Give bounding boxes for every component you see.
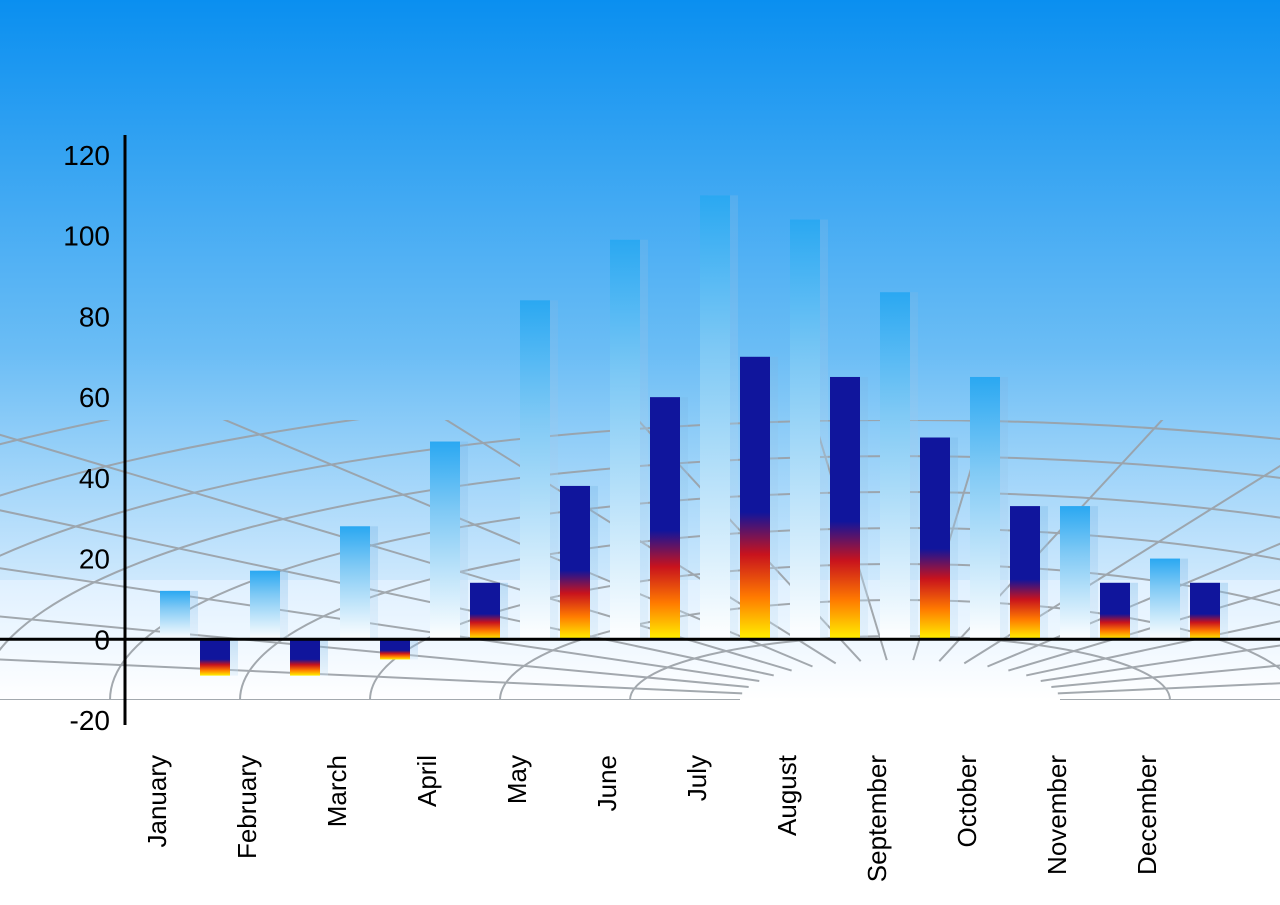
y-tick-label: 120 <box>63 140 110 171</box>
x-category-label: March <box>322 755 352 827</box>
x-category-label: December <box>1132 755 1162 875</box>
x-category-label: February <box>232 755 262 859</box>
x-category-label: August <box>772 754 802 836</box>
y-tick-label: 100 <box>63 221 110 252</box>
y-tick-label: 60 <box>79 382 110 413</box>
x-category-label: September <box>862 755 892 883</box>
x-category-label: July <box>682 755 712 801</box>
y-tick-label: -20 <box>70 705 110 736</box>
y-tick-label: 80 <box>79 301 110 332</box>
x-category-label: May <box>502 755 532 804</box>
y-tick-label: 0 <box>94 624 110 655</box>
x-category-label: October <box>952 755 982 848</box>
x-category-label: April <box>412 755 442 807</box>
chart-svg: -20 0 20 40 60 80 100 120 January February March Ap… <box>0 0 1280 905</box>
x-category-label: January <box>142 755 172 848</box>
y-tick-label: 20 <box>79 544 110 575</box>
x-category-label: June <box>592 755 622 811</box>
chart-stage: -20 0 20 40 60 80 100 120 January February March Ap… <box>0 0 1280 905</box>
y-tick-label: 40 <box>79 463 110 494</box>
x-category-label: November <box>1042 755 1072 875</box>
